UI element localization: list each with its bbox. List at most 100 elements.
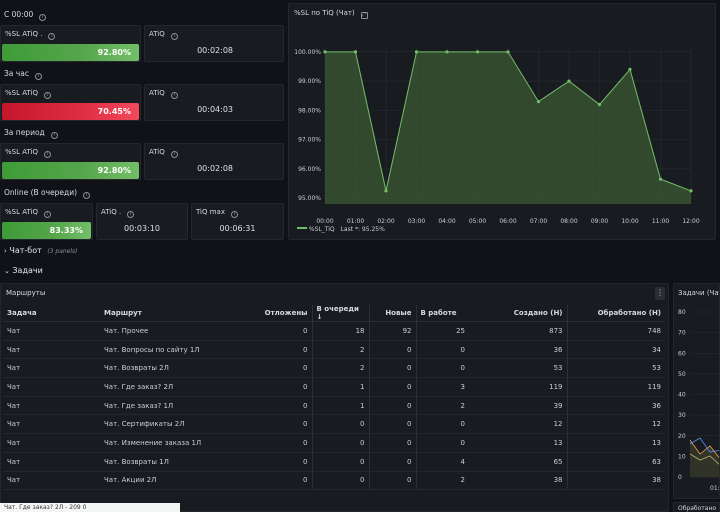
- info-icon[interactable]: i: [34, 73, 42, 80]
- table-cell: 4: [415, 452, 469, 472]
- y-tick-label: 97.00%: [298, 137, 321, 144]
- stat-value: 92.80%: [2, 162, 139, 179]
- x-tick-label: 11:00: [652, 218, 669, 225]
- data-point: [384, 189, 388, 193]
- stat-value: 70.45%: [2, 103, 139, 120]
- chart-legend[interactable]: %SL_TiQ Last *: 95.25%: [297, 226, 385, 233]
- info-icon[interactable]: i: [170, 151, 178, 158]
- column-header[interactable]: Маршрут: [100, 305, 215, 322]
- data-point: [506, 50, 510, 54]
- table-row[interactable]: Чат Чат. Возвраты 2Л 0 2 0 0 53 53: [3, 358, 665, 379]
- info-icon[interactable]: i: [43, 211, 51, 218]
- table-row[interactable]: Чат Чат. Вопросы по сайту 1Л 0 2 0 0 36 34: [3, 340, 665, 360]
- column-header[interactable]: Задача: [3, 305, 100, 322]
- section-label-c0000: С 00:00 i: [4, 10, 47, 21]
- y-tick-label: 60: [678, 350, 686, 357]
- column-header[interactable]: Отложены: [215, 305, 312, 322]
- info-icon[interactable]: i: [50, 132, 58, 139]
- table-cell: Чат. Вопросы по сайту 1Л: [100, 340, 215, 360]
- panel-title: %SL по TiQ (Чат) ⤢: [294, 9, 368, 19]
- table-cell: 0: [311, 414, 369, 435]
- table-cell: Чат: [3, 396, 100, 416]
- info-icon[interactable]: i: [43, 92, 51, 99]
- column-header[interactable]: В работе: [415, 305, 469, 322]
- table-cell: 0: [311, 433, 369, 453]
- table-cell: 39: [469, 396, 567, 416]
- table-cell: Чат. Где заказ? 1Л: [100, 396, 215, 416]
- panel-title: Маршруты: [6, 289, 46, 297]
- table-cell: Чат. Акции 2Л: [100, 471, 215, 491]
- x-tick-label: 08:00: [560, 218, 577, 225]
- table-cell: Чат. Возвраты 2Л: [100, 358, 215, 379]
- table-row[interactable]: Чат Чат. Изменение заказа 1Л 0 0 0 0 13 13: [3, 433, 665, 453]
- table-cell: Чат. Прочее: [100, 321, 215, 341]
- column-header[interactable]: Создано (Н): [469, 305, 567, 322]
- table-cell: Чат: [3, 414, 100, 435]
- table-cell: 2: [415, 471, 469, 491]
- section-label-period: За период i: [4, 128, 58, 139]
- tasks-chat-chart: 80 70 60 50 40 30 20 10 0 01:00: [678, 309, 719, 492]
- table-cell: Чат: [3, 452, 100, 472]
- panel-menu-icon[interactable]: ⋮: [655, 287, 665, 300]
- tasks-chat-panel: Задачи (Чат 80 70 60 50 40 30 20 10 0 01:00: [673, 283, 720, 499]
- table-row[interactable]: Чат Чат. Возвраты 1Л 0 0 0 4 65 63: [3, 452, 665, 472]
- stat-value: 00:02:08: [197, 164, 233, 173]
- stat-panel-sl-period: %SL ATiQ i 92.80%: [0, 143, 141, 180]
- table-row[interactable]: Чат Чат. Где заказ? 2Л 0 1 0 3 119 119: [3, 377, 665, 397]
- data-point: [414, 50, 419, 54]
- panel-title: Задачи (Чат: [678, 289, 720, 297]
- info-icon[interactable]: i: [170, 92, 178, 99]
- y-tick-label: 96.00%: [298, 166, 321, 173]
- table-cell: 2: [415, 396, 469, 416]
- table-cell: 0: [368, 414, 416, 435]
- table-row[interactable]: Чат Чат. Сертификаты 2Л 0 0 0 0 12 12: [3, 414, 665, 435]
- data-point: [353, 50, 358, 54]
- column-header[interactable]: В очереди ↓: [311, 305, 369, 322]
- table-cell: 0: [215, 377, 312, 397]
- table-cell: 13: [566, 433, 665, 453]
- table-header-row: Задача Маршрут Отложены В очереди ↓ Новы…: [3, 305, 665, 322]
- info-icon[interactable]: i: [43, 151, 51, 158]
- x-tick-label: 01:00: [347, 218, 364, 225]
- table-cell: 0: [368, 396, 416, 416]
- x-tick-label: 03:00: [408, 218, 425, 225]
- sl-tiq-chart-panel: %SL по TiQ (Чат) ⤢ 100.00% 99.00% 98.00% 97.…: [288, 3, 716, 240]
- y-tick-label: 0: [678, 474, 682, 481]
- info-icon[interactable]: i: [48, 33, 56, 40]
- table-row[interactable]: Чат Чат. Прочее 0 18 92 25 873 748: [3, 321, 665, 341]
- column-header[interactable]: Новые: [368, 305, 416, 322]
- y-tick-label: 98.00%: [298, 107, 321, 114]
- panel-title: ATiQ .i: [101, 208, 135, 218]
- data-point: [475, 50, 480, 54]
- info-icon[interactable]: i: [39, 14, 47, 21]
- stat-panel-sl-c0000: %SL ATiQ .i 92.80%: [0, 25, 141, 62]
- table-cell: 0: [368, 433, 416, 453]
- row-header-tasks[interactable]: ⌄ Задачи: [4, 266, 43, 275]
- y-tick-label: 10: [678, 453, 686, 460]
- row-header-chatbot[interactable]: › Чат-бот (3 panels): [4, 246, 78, 255]
- row-panel-count: (3 panels): [47, 248, 78, 255]
- stat-value: 00:06:31: [219, 224, 256, 233]
- info-icon[interactable]: i: [170, 33, 178, 40]
- y-tick-label: 40: [678, 392, 686, 399]
- column-header[interactable]: Обработано (Н): [566, 305, 665, 322]
- table-row[interactable]: Чат Чат. Акции 2Л 0 0 0 2 38 38: [3, 471, 665, 491]
- table-cell: 0: [215, 396, 312, 416]
- info-icon[interactable]: i: [127, 211, 135, 218]
- x-tick-label: 00:00: [316, 218, 333, 225]
- table-cell: 0: [215, 358, 312, 379]
- data-point: [536, 99, 541, 104]
- data-point: [445, 50, 449, 54]
- info-icon[interactable]: i: [231, 211, 238, 218]
- table-cell: Чат: [3, 377, 100, 397]
- table-row[interactable]: Чат Чат. Где заказ? 1Л 0 1 0 2 39 36: [3, 396, 665, 416]
- x-tick-label: 06:00: [499, 218, 516, 225]
- panel-title: ATiQ i: [149, 89, 178, 99]
- table-cell: 0: [368, 471, 416, 491]
- expand-icon[interactable]: ⤢: [360, 12, 368, 19]
- table-cell: 12: [469, 414, 567, 435]
- info-icon[interactable]: i: [83, 192, 91, 199]
- table-cell: 748: [566, 321, 665, 341]
- data-point: [658, 177, 663, 181]
- table-cell: 63: [566, 452, 665, 472]
